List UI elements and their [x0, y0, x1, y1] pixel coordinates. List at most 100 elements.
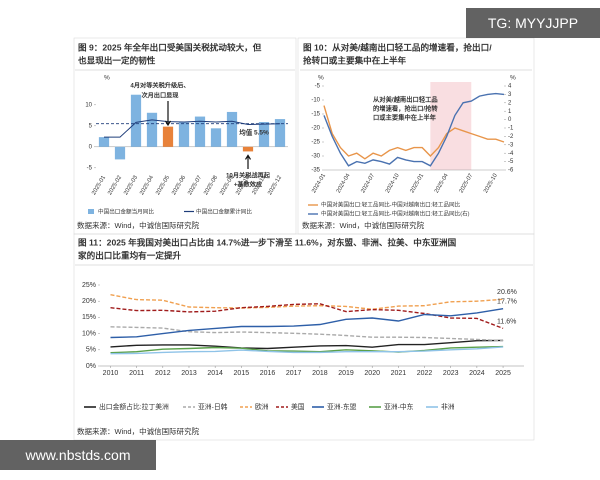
y2-tick-label: 1: [508, 109, 512, 115]
legend-label: 中国对美国出口:轻工品同比-中国对越南出口:轻工品同比(右): [321, 209, 470, 217]
value-label: 17.7%: [497, 298, 517, 305]
y2-tick-label: -5: [508, 159, 514, 165]
annotation-arrow: [164, 101, 172, 127]
y-tick-label: 0: [89, 144, 93, 150]
series-line: [104, 119, 281, 138]
bar: [210, 128, 222, 147]
y-tick-label: -20: [311, 126, 320, 132]
x-tick-label: 2025-04: [139, 174, 155, 196]
annotation: 口或主要集中在上半年: [373, 113, 437, 122]
y2-tick-label: -3: [508, 142, 514, 148]
x-tick-label: 2025-07: [458, 173, 474, 194]
watermark: www.nbstds.com: [0, 440, 156, 470]
x-tick-label: 2016: [260, 370, 276, 377]
bar: [146, 112, 158, 147]
x-tick-label: 2024: [469, 370, 485, 377]
x-tick-label: 2012: [155, 370, 171, 377]
x-tick-label: 2025-08: [203, 175, 219, 196]
y2-unit: %: [510, 75, 516, 82]
x-tick-label: 2013: [181, 370, 197, 377]
y2-tick-label: -6: [508, 168, 514, 174]
y2-tick-label: -1: [508, 126, 514, 132]
series-line: [110, 308, 504, 339]
x-tick-label: 2011: [129, 370, 144, 377]
y-tick-label: 25%: [82, 282, 96, 289]
y2-tick-label: 3: [508, 92, 512, 98]
y-tick-label: -5: [315, 84, 321, 90]
figure-caption: 图 9：2025 年全年出口受美国关税扰动较大，但: [78, 41, 262, 52]
y-tick-label: -25: [311, 140, 320, 146]
x-tick-label: 2024-10: [385, 173, 401, 194]
x-tick-label: 2025-03: [123, 175, 139, 196]
bar: [242, 146, 254, 152]
x-tick-label: 2024-01: [311, 173, 327, 194]
legend-label: 中国出口金额当月同比: [98, 207, 154, 215]
y-tick-label: 5: [89, 123, 93, 129]
y2-tick-label: -4: [508, 151, 514, 157]
x-tick-label: 2025-04: [434, 172, 450, 194]
series-line: [110, 345, 504, 354]
annotation: +基数效应: [234, 181, 263, 189]
y-tick-label: -5: [87, 165, 93, 171]
y2-tick-label: -2: [508, 134, 514, 140]
y-tick-label: 10: [85, 102, 92, 108]
series-line: [110, 294, 504, 311]
figure-caption: 家的出口比重均有一定提升: [78, 249, 182, 260]
y-tick-label: -30: [311, 154, 320, 160]
value-label: 11.6%: [497, 318, 516, 325]
x-tick-label: 2025-06: [171, 175, 187, 196]
x-tick-label: 2021: [391, 370, 407, 377]
x-tick-label: 2024-04: [336, 172, 352, 194]
y-tick-label: 5%: [86, 347, 96, 354]
y-tick-label: 20%: [82, 298, 96, 305]
legend-swatch: [88, 209, 94, 214]
source-note: 数据来源：Wind，中诚信国际研究院: [302, 220, 425, 230]
x-tick-label: 2025-10: [483, 173, 499, 194]
y-tick-label: 15%: [82, 314, 96, 321]
legend-label: 非洲: [441, 402, 455, 411]
bar: [226, 111, 238, 147]
figure-caption: 抢转口或主要集中在上半年: [303, 54, 407, 65]
y2-tick-label: 0: [508, 117, 512, 123]
annotation: 4月对等关税升级后、: [130, 82, 189, 90]
x-tick-label: 2025-09: [219, 175, 235, 196]
bar: [130, 94, 142, 147]
y-tick-label: 10%: [82, 330, 96, 337]
annotation: 从对美/越南出口轻工品: [373, 95, 438, 104]
annotation: 10月关税战再起: [226, 172, 271, 180]
x-tick-label: 2025: [495, 370, 511, 377]
bar: [98, 137, 110, 147]
y-unit: %: [318, 75, 324, 82]
y-tick-label: -15: [311, 112, 320, 118]
legend-label: 亚洲-中东: [384, 402, 414, 411]
mean-label: 均值 5.5%: [239, 127, 269, 136]
series-line: [110, 326, 504, 342]
bar: [114, 146, 126, 160]
x-tick-label: 2025-02: [107, 175, 123, 196]
x-tick-label: 2010: [103, 370, 119, 377]
legend-label: 亚洲-东盟: [327, 402, 357, 411]
legend-label: 欧洲: [255, 402, 269, 411]
series-line: [323, 92, 505, 167]
y2-tick-label: 4: [508, 84, 512, 90]
y-tick-label: -10: [311, 98, 320, 104]
annotation: 的增速看，抢出口/抢转: [373, 104, 438, 113]
x-tick-label: 2025-01: [409, 173, 425, 194]
legend-label: 亚洲-日韩: [198, 402, 228, 411]
y2-tick-label: 2: [508, 100, 512, 106]
x-tick-label: 2025-07: [187, 175, 203, 196]
series-line: [110, 346, 504, 355]
source-note: 数据来源：Wind，中诚信国际研究院: [77, 220, 200, 230]
legend-label: 美国: [291, 402, 305, 411]
x-tick-label: 2024-07: [360, 173, 376, 194]
x-tick-label: 2025-01: [91, 175, 107, 196]
y-unit: %: [104, 75, 110, 82]
series-line: [110, 339, 504, 350]
x-tick-label: 2023: [443, 370, 459, 377]
legend-label: 中国对美国出口:轻工品同比-中国对越南出口:轻工品同比: [321, 200, 461, 208]
x-tick-label: 2015: [234, 370, 250, 377]
x-tick-label: 2014: [207, 370, 223, 377]
figure-caption: 图 11：2025 年我国对美出口占比由 14.7%进一步下滑至 11.6%，对…: [78, 236, 457, 247]
series-line: [323, 105, 505, 160]
